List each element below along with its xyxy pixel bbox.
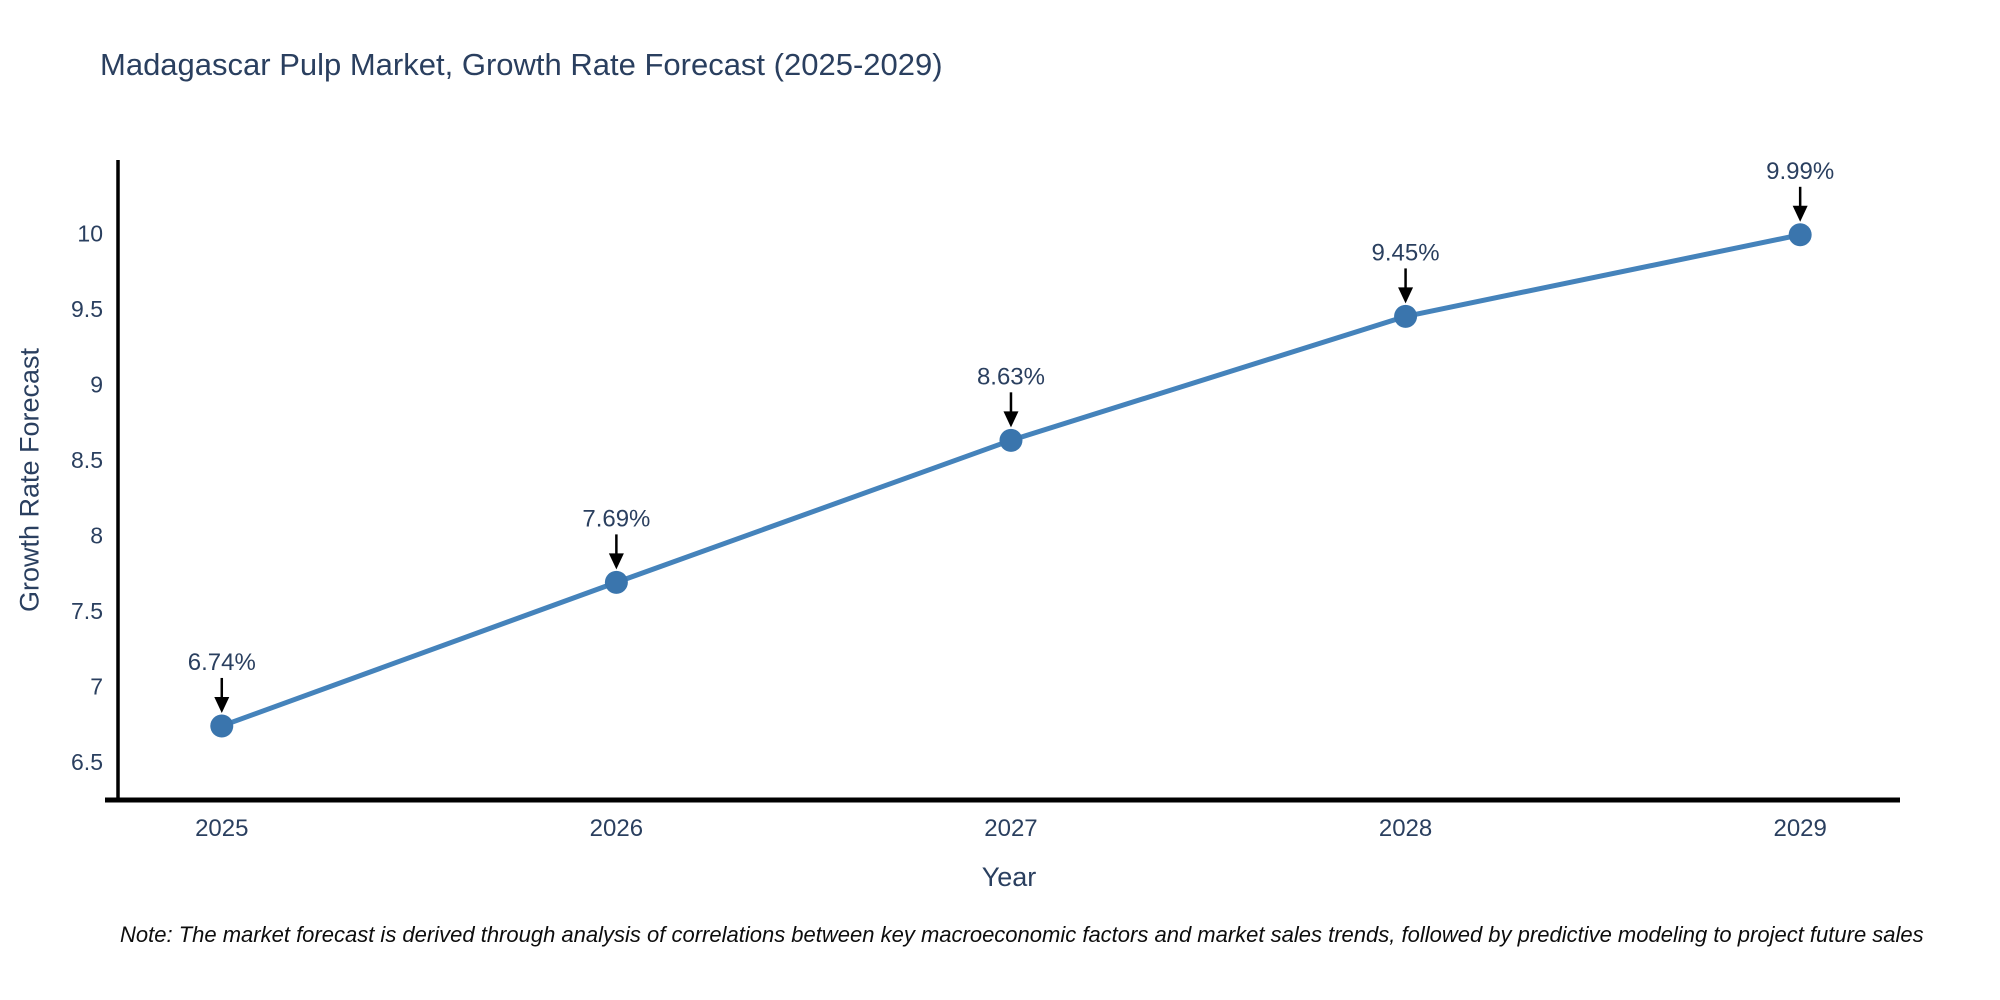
y-tick-label: 10	[77, 220, 103, 246]
series-line	[219, 232, 1803, 729]
y-tick-label: 9	[90, 371, 103, 397]
data-point-marker	[999, 428, 1023, 452]
y-tick-label: 9.5	[71, 296, 103, 322]
annotation-arrow-head	[1792, 205, 1808, 222]
data-point-marker	[604, 570, 628, 594]
data-point-label: 9.99%	[1766, 158, 1834, 185]
y-axis-title: Growth Rate Forecast	[14, 347, 45, 613]
data-point-label: 7.69%	[582, 505, 650, 532]
x-tick-label: 2027	[984, 815, 1037, 842]
data-point-marker	[210, 714, 234, 738]
y-tick-label: 7	[90, 674, 103, 700]
annotation-arrow-head	[608, 553, 624, 570]
y-tick-label: 8.5	[71, 447, 103, 473]
data-point-label: 9.45%	[1372, 239, 1440, 266]
x-axis-title: Year	[981, 862, 1037, 892]
x-tick-label: 2025	[195, 815, 248, 842]
annotation-arrow-head	[1398, 287, 1414, 304]
footnote: Note: The market forecast is derived thr…	[120, 922, 1924, 947]
y-tick-label: 7.5	[71, 598, 103, 624]
x-tick-label: 2028	[1379, 815, 1432, 842]
annotation-arrow-head	[214, 696, 230, 713]
data-point-marker	[1788, 223, 1812, 247]
x-tick-label: 2029	[1773, 815, 1826, 842]
data-point-label: 6.74%	[188, 649, 256, 676]
chart-title: Madagascar Pulp Market, Growth Rate Fore…	[100, 47, 943, 82]
y-tick-label: 8	[90, 523, 103, 549]
y-tick-label: 6.5	[71, 749, 103, 775]
data-point-marker	[1394, 304, 1418, 328]
data-point-label: 8.63%	[977, 363, 1045, 390]
x-tick-label: 2026	[590, 815, 643, 842]
annotation-arrow-head	[1003, 411, 1019, 428]
